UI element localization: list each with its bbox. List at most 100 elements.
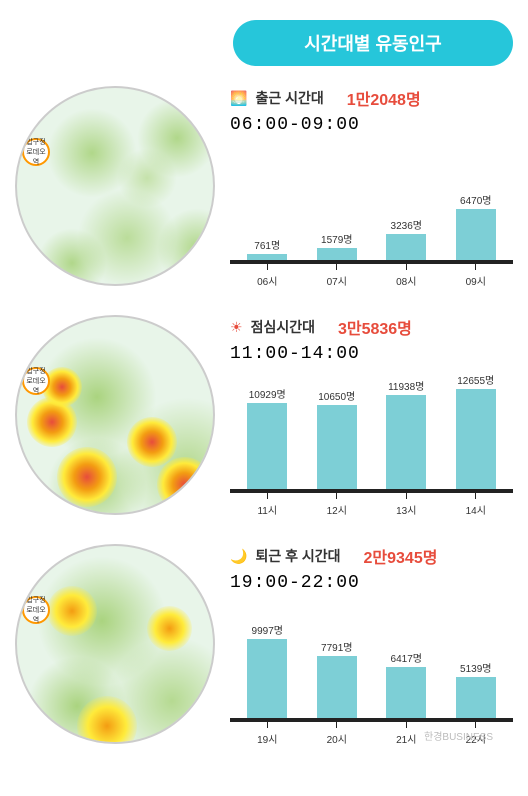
tick-label: 19시 — [257, 731, 277, 746]
tick-mark — [406, 264, 407, 270]
tick-label: 21시 — [396, 731, 416, 746]
bar-col: 10650명 — [310, 388, 365, 489]
time-icon: 🌅 — [230, 90, 247, 107]
bar-value-label: 761명 — [254, 237, 280, 252]
time-icon: ☀ — [230, 319, 243, 336]
bar-col: 12655명 — [449, 372, 504, 489]
tick-col: 06시 — [240, 264, 295, 288]
station-marker: 압구정로데오역 — [22, 367, 50, 395]
bar-value-label: 3236명 — [391, 217, 422, 232]
watermark: 한경BUSINESS — [424, 728, 493, 743]
tick-col: 19시 — [240, 722, 295, 746]
tick-mark — [475, 264, 476, 270]
tick-label: 07시 — [327, 273, 347, 288]
bar-col: 6470명 — [449, 192, 504, 260]
tick-label: 11시 — [257, 502, 277, 517]
time-section-0: 압구정로데오역 🌅 출근 시간대 1만2048명 06:00-09:00 761… — [15, 86, 513, 290]
time-section-1: 압구정로데오역 ☀ 점심시간대 3만5836명 11:00-14:00 1092… — [15, 315, 513, 519]
tick-label: 14시 — [466, 502, 486, 517]
tick-col: 13시 — [379, 493, 434, 517]
tick-col: 14시 — [449, 493, 504, 517]
tick-label: 13시 — [396, 502, 416, 517]
time-label: 출근 시간대 — [255, 88, 323, 108]
bar — [386, 395, 426, 489]
tick-mark — [475, 493, 476, 499]
tick-mark — [267, 722, 268, 728]
tick-col: 11시 — [240, 493, 295, 517]
bar-value-label: 6470명 — [460, 192, 491, 207]
bar — [317, 248, 357, 260]
tick-mark — [406, 493, 407, 499]
bar-col: 11938명 — [379, 378, 434, 489]
bar — [456, 389, 496, 489]
tick-label: 12시 — [327, 502, 347, 517]
bar-value-label: 5139명 — [460, 660, 491, 675]
heatmap-map: 압구정로데오역 — [15, 544, 215, 744]
tick-mark — [267, 264, 268, 270]
tick-mark — [336, 264, 337, 270]
bar-value-label: 11938명 — [388, 378, 424, 393]
heatmap-map: 압구정로데오역 — [15, 86, 215, 286]
chart-area: ☀ 점심시간대 3만5836명 11:00-14:00 10929명 10650… — [215, 315, 513, 519]
time-total: 1만2048명 — [347, 86, 421, 110]
time-range: 06:00-09:00 — [230, 115, 513, 135]
bar-col: 5139명 — [449, 660, 504, 718]
time-header: 🌙 퇴근 후 시간대 2만9345명 — [230, 544, 513, 568]
bar — [317, 656, 357, 718]
time-range: 19:00-22:00 — [230, 573, 513, 593]
bar-chart: 761명 1579명 3236명 6470명 06시 07시 08시 09시 — [230, 150, 513, 290]
station-marker: 압구정로데오역 — [22, 138, 50, 166]
bar-col: 7791명 — [310, 639, 365, 718]
chart-area: 🌙 퇴근 후 시간대 2만9345명 19:00-22:00 9997명 779… — [215, 544, 513, 748]
bar-value-label: 9997명 — [252, 622, 283, 637]
time-header: 🌅 출근 시간대 1만2048명 — [230, 86, 513, 110]
bar-col: 6417명 — [379, 650, 434, 718]
bar-col: 1579명 — [310, 231, 365, 260]
tick-col: 12시 — [310, 493, 365, 517]
time-total: 2만9345명 — [364, 544, 438, 568]
station-marker: 압구정로데오역 — [22, 596, 50, 624]
bar — [386, 667, 426, 718]
time-total: 3만5836명 — [338, 315, 412, 339]
tick-label: 06시 — [257, 273, 277, 288]
bar-col: 9997명 — [240, 622, 295, 718]
bar-chart: 9997명 7791명 6417명 5139명 19시 20시 21시 22시 … — [230, 608, 513, 748]
bar-value-label: 12655명 — [457, 372, 494, 387]
bar-value-label: 6417명 — [391, 650, 422, 665]
main-title: 시간대별 유동인구 — [233, 20, 513, 66]
bar — [386, 234, 426, 260]
bar-col: 761명 — [240, 237, 295, 260]
bar — [456, 209, 496, 260]
heatmap-map: 압구정로데오역 — [15, 315, 215, 515]
bar-value-label: 10650명 — [318, 388, 355, 403]
bar-col: 3236명 — [379, 217, 434, 260]
time-range: 11:00-14:00 — [230, 344, 513, 364]
tick-mark — [406, 722, 407, 728]
time-header: ☀ 점심시간대 3만5836명 — [230, 315, 513, 339]
bar — [247, 639, 287, 718]
bar — [456, 677, 496, 718]
tick-col: 20시 — [310, 722, 365, 746]
tick-label: 09시 — [466, 273, 486, 288]
time-label: 점심시간대 — [251, 317, 315, 337]
tick-col: 09시 — [449, 264, 504, 288]
tick-label: 20시 — [327, 731, 347, 746]
bar-value-label: 10929명 — [249, 386, 286, 401]
bar-value-label: 1579명 — [321, 231, 352, 246]
tick-mark — [336, 722, 337, 728]
bar — [247, 403, 287, 489]
bar-chart: 10929명 10650명 11938명 12655명 11시 12시 13시 … — [230, 379, 513, 519]
infographic-container: 시간대별 유동인구 압구정로데오역 🌅 출근 시간대 1만2048명 06:00… — [0, 0, 528, 793]
bar — [317, 405, 357, 489]
tick-col: 08시 — [379, 264, 434, 288]
bar-value-label: 7791명 — [321, 639, 352, 654]
bar-col: 10929명 — [240, 386, 295, 489]
bar — [247, 254, 287, 260]
time-section-2: 압구정로데오역 🌙 퇴근 후 시간대 2만9345명 19:00-22:00 9… — [15, 544, 513, 748]
time-label: 퇴근 후 시간대 — [255, 546, 340, 566]
tick-col: 07시 — [310, 264, 365, 288]
chart-area: 🌅 출근 시간대 1만2048명 06:00-09:00 761명 1579명 … — [215, 86, 513, 290]
tick-mark — [336, 493, 337, 499]
tick-mark — [267, 493, 268, 499]
tick-label: 08시 — [396, 273, 416, 288]
